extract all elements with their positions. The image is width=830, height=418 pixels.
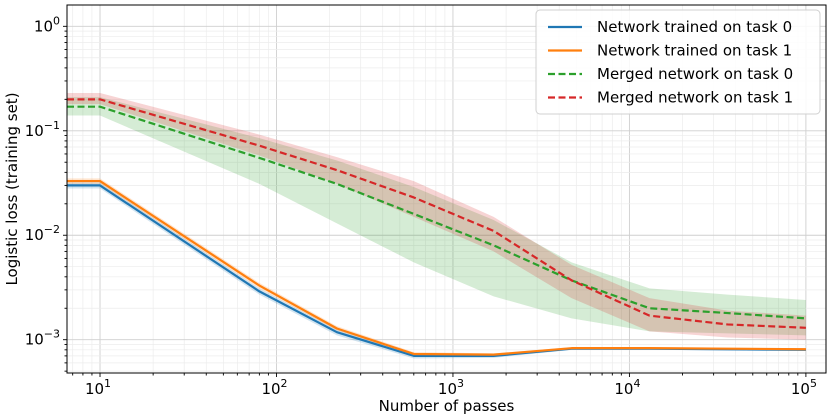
line-series-1 bbox=[67, 179, 806, 356]
line-series-2 bbox=[67, 105, 806, 320]
legend: Network trained on task 0 Network trained… bbox=[535, 9, 821, 115]
plot-frame bbox=[66, 4, 827, 374]
x-tick-label: 101 bbox=[85, 377, 111, 398]
line-series-3 bbox=[67, 98, 806, 329]
x-tick-label: 105 bbox=[791, 377, 817, 398]
legend-label-2: Merged network on task 0 bbox=[597, 65, 793, 83]
x-tick-label: 104 bbox=[614, 377, 640, 398]
y-axis-label: Logistic loss (training set) bbox=[3, 92, 21, 285]
legend-label-3: Merged network on task 1 bbox=[597, 89, 793, 107]
y-tick-label: 10−2 bbox=[25, 223, 60, 244]
y-tick-label: 10−3 bbox=[25, 328, 60, 349]
grid bbox=[67, 5, 826, 373]
y-tick-label: 100 bbox=[34, 14, 60, 35]
x-tick-label: 103 bbox=[438, 377, 464, 398]
y-tick-label: 10−1 bbox=[25, 119, 60, 140]
band-series-2 bbox=[67, 97, 806, 336]
x-axis-ticks: 101 102 103 104 105 bbox=[72, 373, 817, 398]
series-lines bbox=[67, 98, 806, 357]
y-axis-ticks: 10−3 10−2 10−1 100 bbox=[25, 14, 67, 372]
legend-label-1: Network trained on task 1 bbox=[597, 42, 792, 60]
confidence-bands bbox=[67, 93, 806, 359]
band-series-3 bbox=[67, 93, 806, 340]
legend-label-0: Network trained on task 0 bbox=[597, 18, 792, 36]
x-axis-label: Number of passes bbox=[379, 397, 515, 415]
legend-box bbox=[535, 9, 821, 115]
x-tick-label: 102 bbox=[261, 377, 287, 398]
